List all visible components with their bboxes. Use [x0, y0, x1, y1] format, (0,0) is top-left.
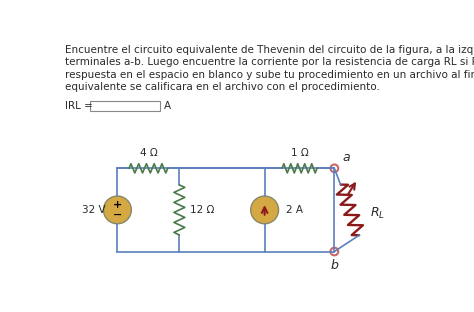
Text: 2 A: 2 A — [286, 205, 303, 215]
Text: a: a — [342, 152, 350, 164]
Text: +: + — [113, 200, 122, 210]
Text: 4 Ω: 4 Ω — [139, 148, 157, 158]
Circle shape — [251, 196, 279, 224]
Circle shape — [103, 196, 131, 224]
Text: −: − — [113, 210, 122, 220]
Bar — [90, 100, 160, 111]
Text: respuesta en el espacio en blanco y sube tu procedimiento en un archivo al final: respuesta en el espacio en blanco y sube… — [65, 70, 474, 80]
Text: A: A — [164, 100, 171, 110]
Text: equivalente se calificara en el archivo con el procedimiento.: equivalente se calificara en el archivo … — [65, 82, 380, 92]
Text: 32 V: 32 V — [82, 205, 106, 215]
Text: Encuentre el circuito equivalente de Thevenin del circuito de la figura, a la iz: Encuentre el circuito equivalente de The… — [65, 45, 474, 55]
Text: terminales a-b. Luego encuentre la corriente por la resistencia de carga RL si R: terminales a-b. Luego encuentre la corri… — [65, 57, 474, 67]
Text: $R_L$: $R_L$ — [370, 206, 385, 221]
Text: 1 Ω: 1 Ω — [291, 148, 309, 158]
Text: IRL =: IRL = — [65, 100, 93, 110]
Text: 12 Ω: 12 Ω — [190, 205, 215, 215]
Text: b: b — [330, 259, 338, 272]
